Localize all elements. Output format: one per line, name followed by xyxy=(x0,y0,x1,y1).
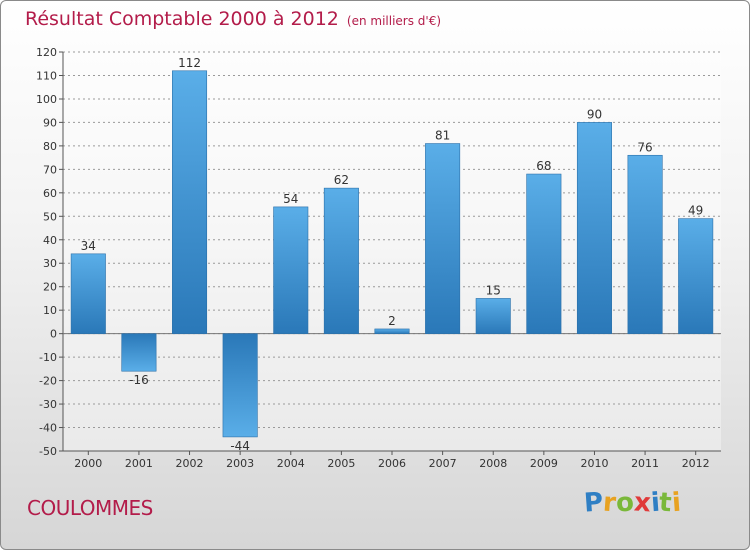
y-tick-label: 90 xyxy=(43,116,57,129)
x-tick-label: 2007 xyxy=(429,457,457,470)
x-tick-label: 2003 xyxy=(226,457,254,470)
data-label-2000: 34 xyxy=(81,239,96,253)
x-tick-label: 2009 xyxy=(530,457,558,470)
bar-2012 xyxy=(678,218,714,334)
y-tick-label: -20 xyxy=(39,375,57,388)
x-tick-label: 2004 xyxy=(277,457,305,470)
y-tick-label: 10 xyxy=(43,304,57,317)
x-tick-label: 2012 xyxy=(682,457,710,470)
bar-2011 xyxy=(627,154,663,334)
y-tick-label: -50 xyxy=(39,445,57,458)
y-tick-label: -30 xyxy=(39,398,57,411)
y-tick-label: 0 xyxy=(50,328,57,341)
data-label-2011: 76 xyxy=(637,140,652,154)
data-label-2004: 54 xyxy=(283,192,298,206)
x-tick-label: 2006 xyxy=(378,457,406,470)
logo-letter: P xyxy=(582,487,605,519)
bar-2003 xyxy=(222,333,258,438)
bar-2005 xyxy=(323,187,359,334)
proxiti-logo: Proxiti xyxy=(582,487,682,519)
logo-letter: x xyxy=(632,487,652,519)
commune-name: COULOMMES xyxy=(27,496,153,520)
bar-2010 xyxy=(576,122,612,334)
x-tick-label: 2001 xyxy=(125,457,153,470)
plot-area xyxy=(63,52,721,451)
chart-subtitle: (en milliers d'€) xyxy=(346,14,442,28)
data-label-2001: -16 xyxy=(129,373,149,387)
x-tick-label: 2010 xyxy=(580,457,608,470)
data-label-2006: 2 xyxy=(388,314,396,328)
x-tick-label: 2011 xyxy=(631,457,659,470)
data-label-2005: 62 xyxy=(334,173,349,187)
bar-2001 xyxy=(121,333,157,372)
chart-title-text: Résultat Comptable 2000 à 2012 xyxy=(25,8,339,30)
y-tick-label: 120 xyxy=(36,46,57,59)
x-tick-label: 2008 xyxy=(479,457,507,470)
y-tick-label: 60 xyxy=(43,187,57,200)
data-label-2002: 112 xyxy=(178,56,201,70)
y-tick-label: 40 xyxy=(43,234,57,247)
logo-letter: i xyxy=(670,487,682,519)
y-tick-label: 100 xyxy=(36,93,57,106)
data-label-2009: 68 xyxy=(536,159,551,173)
bar-2002 xyxy=(172,70,208,334)
chart-title: Résultat Comptable 2000 à 2012 (en millie… xyxy=(25,8,441,30)
bar-2007 xyxy=(425,143,461,334)
x-tick-label: 2005 xyxy=(327,457,355,470)
y-tick-label: 80 xyxy=(43,140,57,153)
bar-2008 xyxy=(475,298,511,334)
x-tick-label: 2002 xyxy=(176,457,204,470)
bar-2004 xyxy=(273,206,309,334)
data-label-2008: 15 xyxy=(486,283,501,297)
y-tick-label: -10 xyxy=(39,351,57,364)
y-tick-label: 70 xyxy=(43,163,57,176)
y-tick-label: -40 xyxy=(39,422,57,435)
y-tick-label: 50 xyxy=(43,210,57,223)
y-tick-label: 110 xyxy=(36,69,57,82)
x-tick-label: 2000 xyxy=(74,457,102,470)
y-tick-label: 30 xyxy=(43,257,57,270)
data-label-2012: 49 xyxy=(688,204,703,218)
y-tick-label: 20 xyxy=(43,281,57,294)
logo-letter: o xyxy=(614,487,635,519)
bar-2009 xyxy=(526,173,562,334)
data-label-2010: 90 xyxy=(587,107,602,121)
data-label-2007: 81 xyxy=(435,129,450,143)
bar-2000 xyxy=(70,253,106,334)
bar-2006 xyxy=(374,328,410,334)
data-label-2003: -44 xyxy=(230,439,250,453)
